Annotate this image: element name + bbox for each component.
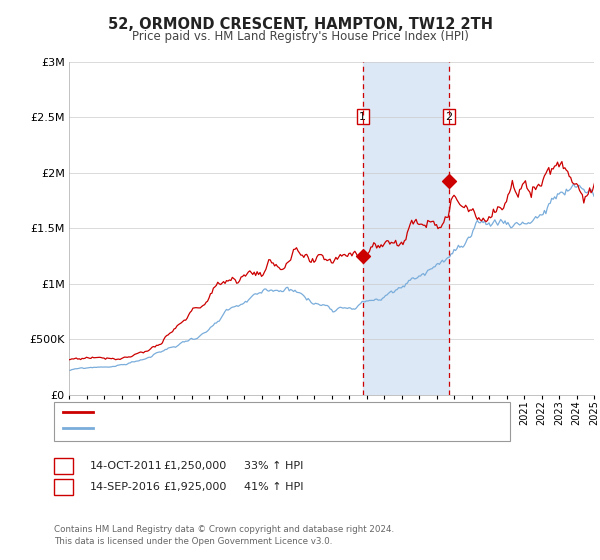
Text: 14-OCT-2011: 14-OCT-2011 (90, 461, 163, 471)
Text: 1: 1 (60, 461, 67, 471)
Text: Price paid vs. HM Land Registry's House Price Index (HPI): Price paid vs. HM Land Registry's House … (131, 30, 469, 43)
Text: 41% ↑ HPI: 41% ↑ HPI (244, 482, 304, 492)
Text: 1: 1 (359, 111, 367, 122)
Bar (363, 62, 449, 395)
Text: HPI: Average price, detached house, Richmond upon Thames: HPI: Average price, detached house, Rich… (99, 423, 418, 433)
Text: 52, ORMOND CRESCENT, HAMPTON, TW12 2TH: 52, ORMOND CRESCENT, HAMPTON, TW12 2TH (107, 17, 493, 32)
Text: 14-SEP-2016: 14-SEP-2016 (90, 482, 161, 492)
Text: 52, ORMOND CRESCENT, HAMPTON, TW12 2TH (detached house): 52, ORMOND CRESCENT, HAMPTON, TW12 2TH (… (99, 408, 440, 418)
Text: 2: 2 (60, 482, 67, 492)
Text: £1,250,000: £1,250,000 (163, 461, 226, 471)
Text: Contains HM Land Registry data © Crown copyright and database right 2024.
This d: Contains HM Land Registry data © Crown c… (54, 525, 394, 546)
Text: £1,925,000: £1,925,000 (163, 482, 227, 492)
Text: 2: 2 (445, 111, 452, 122)
Point (358, 251, 368, 260)
Text: 33% ↑ HPI: 33% ↑ HPI (244, 461, 304, 471)
Point (444, 176, 454, 185)
